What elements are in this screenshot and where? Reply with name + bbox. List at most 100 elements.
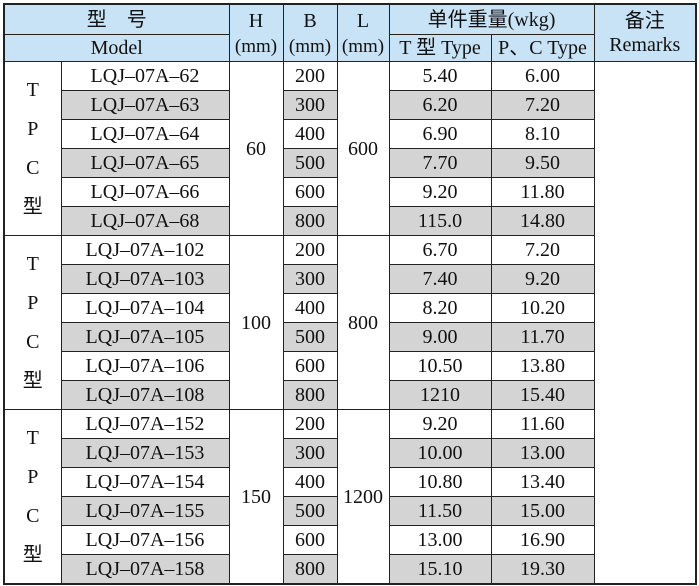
group-label-char: C (26, 504, 40, 527)
h-label: H (248, 9, 264, 32)
group-label-char: T (26, 426, 39, 449)
b-cell: 500 (282, 322, 338, 352)
model-cell: LQJ–07A–158 (60, 554, 230, 585)
l-unit: (mm) (341, 35, 385, 57)
group-label-char: T (26, 78, 39, 101)
pc-weight-cell: 15.00 (490, 496, 595, 526)
group-label-char: P (27, 465, 39, 488)
table-row: LQJ–07A–64 400 6.90 8.10 (4, 119, 696, 149)
t-weight-cell: 10.80 (388, 467, 492, 497)
group-label-char: C (26, 156, 40, 179)
b-cell: 800 (282, 380, 338, 410)
model-cell: LQJ–07A–102 (60, 235, 230, 265)
t-weight-cell: 5.40 (388, 61, 492, 91)
model-cell: LQJ–07A–152 (60, 409, 230, 439)
model-cell: LQJ–07A–156 (60, 525, 230, 555)
b-cell: 800 (282, 206, 338, 236)
model-cell: LQJ–07A–105 (60, 322, 230, 352)
t-weight-cell: 10.00 (388, 438, 492, 468)
model-cell: LQJ–07A–65 (60, 148, 230, 178)
pc-weight-cell: 14.80 (490, 206, 595, 236)
model-cell: LQJ–07A–108 (60, 380, 230, 410)
table-row: LQJ–07A–68 800 115.0 14.80 (4, 206, 696, 236)
group-label-char: P (27, 117, 39, 140)
pc-weight-cell: 13.80 (490, 351, 595, 381)
pc-weight-cell: 19.30 (490, 554, 595, 585)
l-label: L (356, 9, 370, 32)
pc-weight-cell: 15.40 (490, 380, 595, 410)
pc-weight-cell: 6.00 (490, 61, 595, 91)
table-row: LQJ–07A–63 300 6.20 7.20 (4, 90, 696, 120)
h-header: H (mm) (228, 3, 284, 62)
t-weight-cell: 115.0 (388, 206, 492, 236)
weight-header: 单件重量(wkg) (388, 3, 595, 35)
table-row: LQJ–07A–158 800 15.10 19.30 (4, 554, 696, 585)
pc-weight-cell: 13.00 (490, 438, 595, 468)
b-label: B (303, 9, 317, 32)
pc-weight-cell: 10.20 (490, 293, 595, 323)
model-cell: LQJ–07A–68 (60, 206, 230, 236)
t-weight-cell: 6.20 (388, 90, 492, 120)
table-row: T P C 型 LQJ–07A–102 100 200 800 6.70 7.20 (3, 235, 696, 410)
remarks-cell (593, 61, 697, 585)
group-label-char: 型 (22, 195, 43, 218)
model-cell: LQJ–07A–64 (60, 119, 230, 149)
b-cell: 400 (282, 293, 338, 323)
table-row: LQJ–07A–156 600 13.00 16.90 (4, 525, 696, 555)
model-cell: LQJ–07A–62 (60, 61, 230, 91)
t-weight-cell: 1210 (388, 380, 492, 410)
b-cell: 500 (282, 148, 338, 178)
t-weight-cell: 7.40 (388, 264, 492, 294)
model-cell: LQJ–07A–63 (60, 90, 230, 120)
t-weight-cell: 11.50 (388, 496, 492, 526)
b-cell: 800 (282, 554, 338, 585)
model-header-cn: 型 号 (3, 3, 230, 35)
model-cell: LQJ–07A–66 (60, 177, 230, 207)
t-weight-cell: 6.90 (388, 119, 492, 149)
remarks-en: Remarks (609, 34, 681, 56)
table-header: 型 号 H (mm) B (mm) L (mm) 单件重量(wkg) 备注 Remark… (3, 3, 697, 62)
b-cell: 200 (282, 61, 338, 91)
group-label-char: 型 (22, 543, 43, 566)
pc-weight-cell: 8.10 (490, 119, 595, 149)
group-label-char: T (26, 252, 39, 275)
t-type-header: T 型 Type (388, 34, 492, 62)
table-row: LQJ–07A–154 400 10.80 13.40 (4, 467, 696, 497)
model-cell: LQJ–07A–153 (60, 438, 230, 468)
b-cell: 600 (282, 351, 338, 381)
t-weight-cell: 9.20 (388, 177, 492, 207)
b-cell: 400 (282, 119, 338, 149)
table-row: LQJ–07A–105 500 9.00 11.70 (4, 322, 696, 352)
b-cell: 600 (282, 525, 338, 555)
t-weight-cell: 9.00 (388, 322, 492, 352)
h-unit: (mm) (234, 35, 278, 57)
pc-weight-cell: 11.80 (490, 177, 595, 207)
group-label-char: P (27, 291, 39, 314)
table-row: LQJ–07A–65 500 7.70 9.50 (4, 148, 696, 178)
pc-weight-cell: 16.90 (490, 525, 595, 555)
b-cell: 400 (282, 467, 338, 497)
pc-type-header: P、C Type (490, 34, 595, 62)
b-cell: 200 (282, 409, 338, 439)
table-row: LQJ–07A–155 500 11.50 15.00 (4, 496, 696, 526)
pc-weight-cell: 9.20 (490, 264, 595, 294)
pc-weight-cell: 7.20 (490, 235, 595, 265)
b-cell: 200 (282, 235, 338, 265)
table-row: LQJ–07A–66 600 9.20 11.80 (4, 177, 696, 207)
t-weight-cell: 8.20 (388, 293, 492, 323)
group-label-char: C (26, 330, 40, 353)
table-row: LQJ–07A–106 600 10.50 13.80 (4, 351, 696, 381)
remarks-cn: 备注 (624, 10, 665, 32)
spec-table: 型 号 H (mm) B (mm) L (mm) 单件重量(wkg) 备注 Remark… (3, 3, 698, 585)
t-weight-cell: 10.50 (388, 351, 492, 381)
l-cell: 800 (336, 235, 390, 410)
pc-weight-cell: 11.70 (490, 322, 595, 352)
model-cell: LQJ–07A–154 (60, 467, 230, 497)
group-label-char: 型 (22, 369, 43, 392)
b-cell: 300 (282, 438, 338, 468)
b-unit: (mm) (288, 35, 332, 57)
model-cell: LQJ–07A–103 (60, 264, 230, 294)
